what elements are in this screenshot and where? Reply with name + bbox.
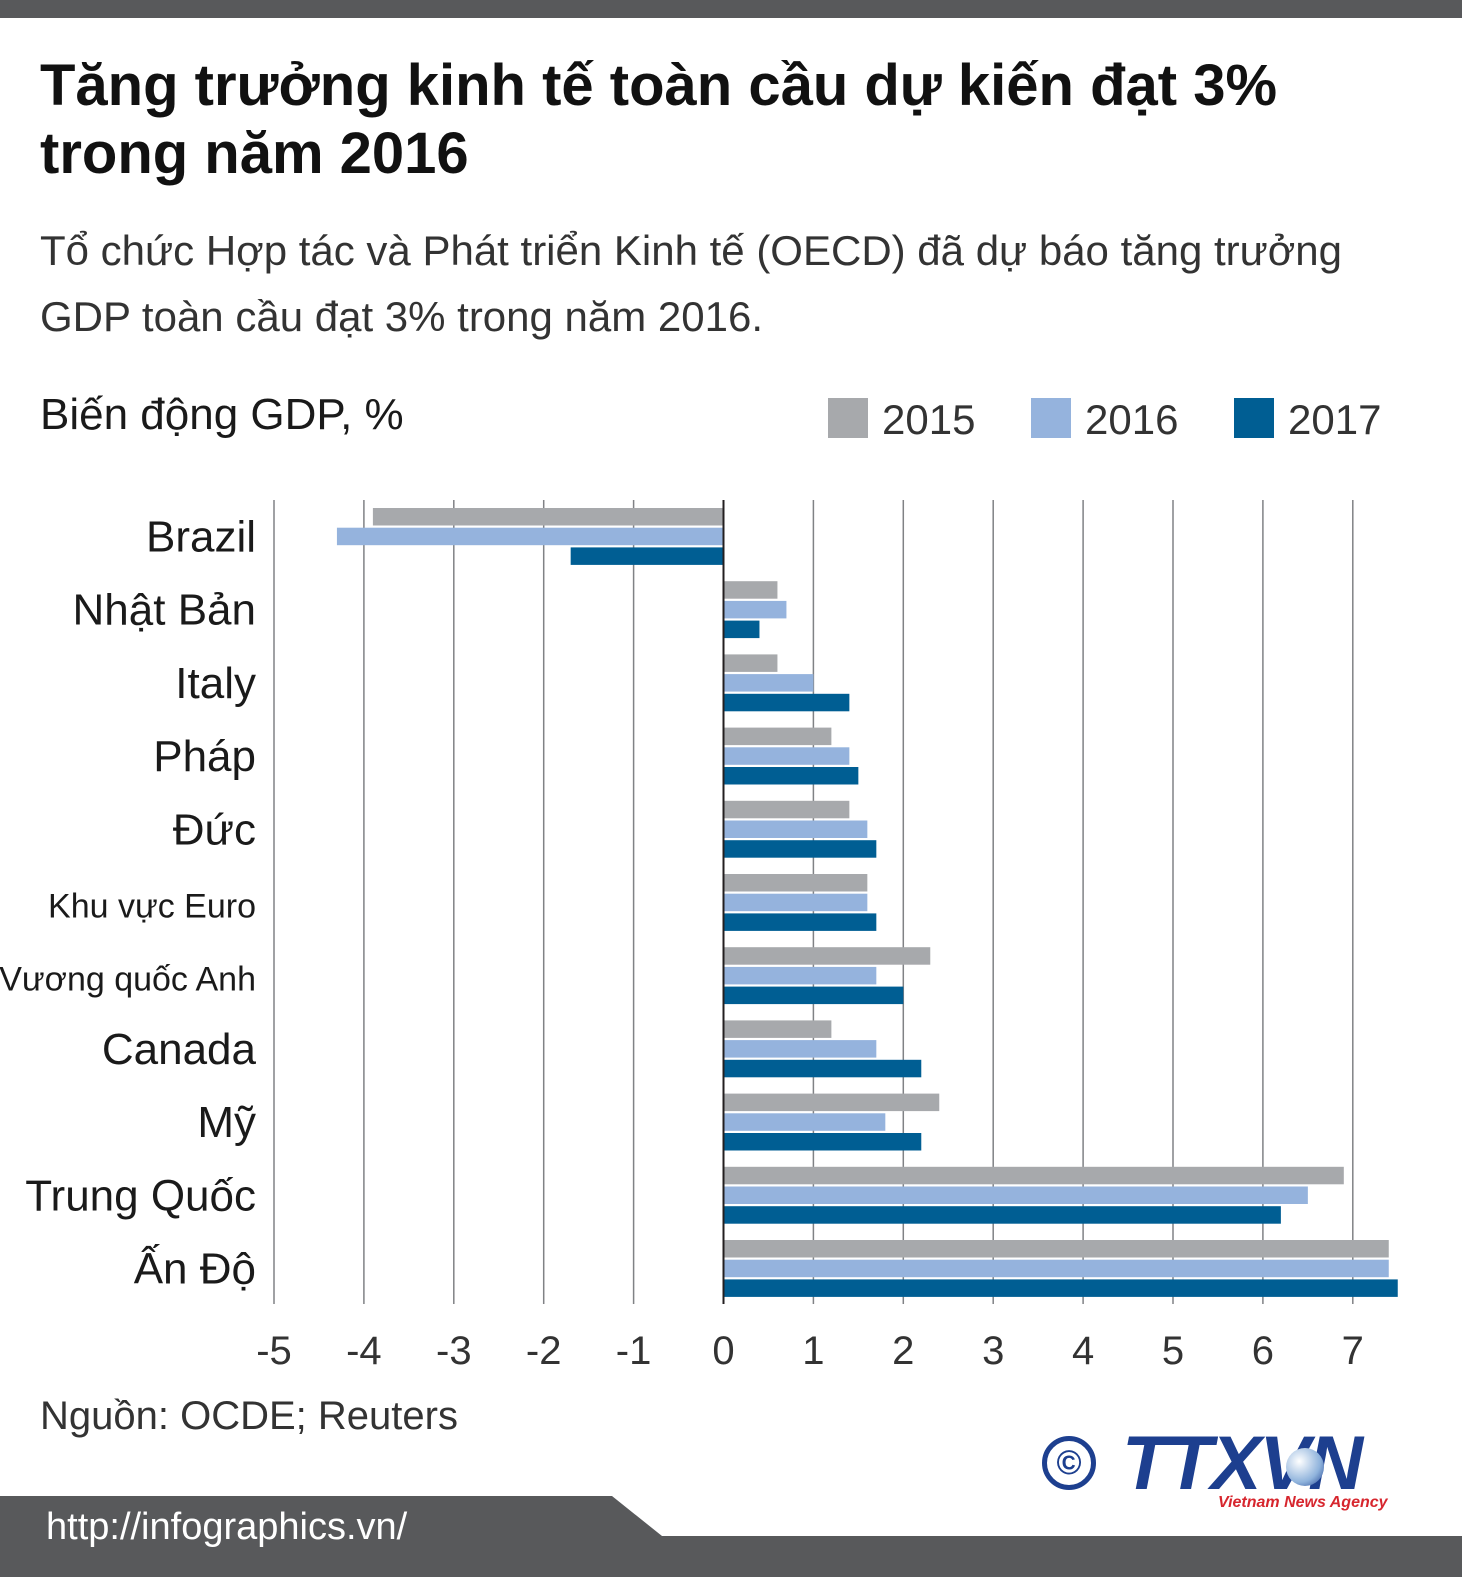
bar-mỹ-2017 (723, 1133, 922, 1151)
bar-đức-2015 (723, 800, 850, 819)
bar-canada-2017 (723, 1059, 922, 1078)
bar-mỹ-2016 (723, 1113, 886, 1131)
bar-pháp-2015 (723, 727, 832, 746)
x-tick-label: 4 (1072, 1329, 1094, 1373)
category-label: Ấn Độ (134, 1243, 256, 1293)
x-tick-label: 2 (892, 1329, 914, 1373)
bar-canada-2016 (723, 1040, 877, 1058)
x-tick-label: 5 (1162, 1329, 1184, 1373)
bar-pháp-2017 (723, 767, 859, 785)
category-label: Trung Quốc (25, 1171, 256, 1220)
bar-ấn-độ-2015 (723, 1240, 1389, 1258)
legend-label-2016: 2016 (1085, 396, 1179, 443)
x-tick-label: -3 (436, 1329, 472, 1373)
logo-tagline: Vietnam News Agency (1218, 1494, 1388, 1511)
x-tick-label: -4 (346, 1329, 382, 1373)
bar-ấn-độ-2016 (723, 1259, 1389, 1278)
category-label: Mỹ (197, 1098, 256, 1147)
x-tick-label: -2 (526, 1329, 562, 1373)
bar-trung-quốc-2017 (723, 1206, 1281, 1224)
x-tick-label: 1 (802, 1329, 824, 1373)
x-tick-label: 6 (1252, 1329, 1274, 1373)
legend-swatch-2017 (1234, 398, 1274, 438)
bar-khu-vực-euro-2016 (723, 893, 868, 912)
category-label: Brazil (146, 512, 256, 561)
bar-nhật-bản-2015 (723, 581, 778, 599)
bar-đức-2017 (723, 840, 877, 858)
globe-icon (1286, 1448, 1324, 1486)
top-bar (0, 0, 1462, 18)
bar-mỹ-2015 (723, 1093, 940, 1112)
bar-trung-quốc-2016 (723, 1186, 1308, 1204)
x-tick-label: 3 (982, 1329, 1004, 1373)
bar-khu-vực-euro-2017 (723, 913, 877, 931)
bar-đức-2016 (723, 820, 868, 838)
bar-pháp-2016 (723, 747, 850, 765)
category-label: Pháp (153, 732, 256, 781)
category-label: Đức (173, 805, 256, 854)
category-label: Canada (102, 1025, 257, 1074)
copyright-icon: © (1042, 1436, 1096, 1490)
legend-label-2015: 2015 (882, 396, 976, 443)
x-tick-label: 7 (1342, 1329, 1364, 1373)
category-label: Khu vực Euro (48, 887, 256, 925)
bar-nhật-bản-2017 (723, 620, 760, 639)
bar-vương-quốc-anh-2017 (723, 986, 904, 1005)
category-label: Italy (175, 659, 256, 708)
source-note: Nguồn: OCDE; Reuters (40, 1394, 458, 1438)
chart-ylabel: Biến động GDP, % (40, 390, 404, 439)
bar-ấn-độ-2017 (723, 1279, 1398, 1297)
bar-vương-quốc-anh-2016 (723, 966, 877, 985)
bar-vương-quốc-anh-2015 (723, 947, 931, 965)
bar-trung-quốc-2015 (723, 1166, 1344, 1185)
bar-brazil-2017 (570, 547, 724, 565)
bar-khu-vực-euro-2015 (723, 874, 868, 892)
bar-brazil-2015 (372, 508, 724, 526)
footer-bar (0, 1496, 1462, 1577)
x-tick-label: -5 (256, 1329, 292, 1373)
category-label: Vương quốc Anh (0, 961, 256, 999)
footer-url-link[interactable]: http://infographics.vn/ (46, 1506, 408, 1548)
x-tick-label: -1 (616, 1329, 652, 1373)
bar-canada-2015 (723, 1020, 832, 1038)
legend-swatch-2015 (828, 398, 868, 438)
x-tick-label: 0 (712, 1329, 734, 1373)
bar-brazil-2016 (336, 527, 724, 546)
bar-italy-2017 (723, 693, 850, 712)
legend-label-2017: 2017 (1288, 396, 1382, 443)
bar-nhật-bản-2016 (723, 600, 787, 619)
bar-italy-2016 (723, 674, 814, 692)
legend-swatch-2016 (1031, 398, 1071, 438)
ttxvn-logo: TTXVN (1122, 1421, 1363, 1506)
bar-italy-2015 (723, 654, 778, 672)
category-label: Nhật Bản (73, 586, 256, 635)
gdp-bar-chart: Brazil Nhật Bản Italy Pháp Đức Khu vực Euro Vư… (0, 500, 1398, 1373)
page-subtitle: Tổ chức Hợp tác và Phát triển Kinh tế (O… (40, 227, 1343, 340)
page-title: Tăng trưởng kinh tế toàn cầu dự kiến đạt… (40, 53, 1278, 186)
